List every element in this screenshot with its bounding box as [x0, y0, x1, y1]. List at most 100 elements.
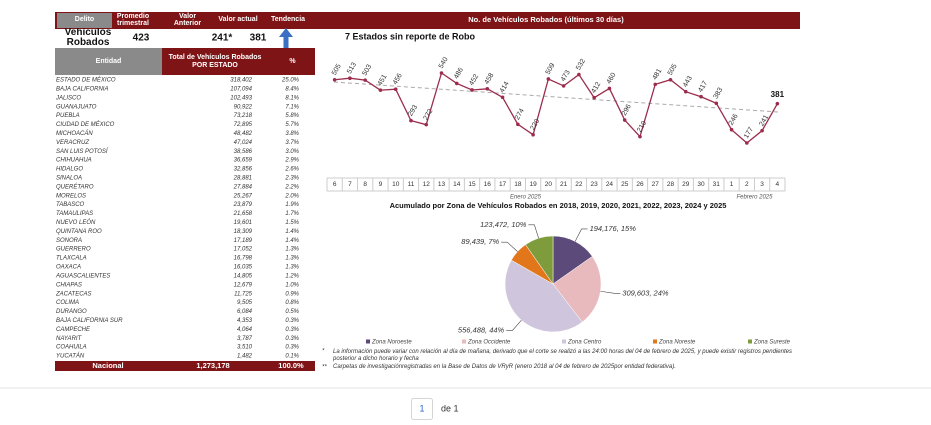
- table-total: 318,402: [230, 78, 252, 84]
- table-percent: 1.7%: [285, 211, 299, 217]
- data-label: 381: [771, 90, 785, 99]
- header-column-wrap: Valor Anterior: [165, 10, 210, 30]
- footnote-mark: *: [322, 349, 325, 355]
- header-column-wrap: Promedio trimestral: [112, 10, 154, 30]
- data-label: 417: [697, 80, 709, 94]
- arrow-shaft: [283, 36, 289, 48]
- header-column-box: Delito: [75, 16, 94, 23]
- footnote-text-box: La información puede variar con relación…: [333, 349, 792, 361]
- summary-value: 381: [250, 33, 267, 44]
- x-tick-label: 28: [667, 181, 675, 188]
- table-header-wrap: Total de Vehículos Robados POR ESTADO: [168, 48, 262, 75]
- line-point: [699, 94, 703, 99]
- table-state: ESTADO DE MÉXICO: [56, 77, 116, 84]
- x-tick-label: 18: [514, 181, 522, 188]
- pie-slice: [552, 256, 602, 323]
- table-state: TLAXCALA: [56, 256, 87, 262]
- x-tick-label: 15: [468, 181, 476, 188]
- legend-swatch: [653, 339, 657, 344]
- header-column: Promedio trimestral: [116, 12, 150, 27]
- line-point: [668, 77, 673, 82]
- line-point: [516, 122, 520, 127]
- line-point: [638, 134, 642, 139]
- table-total: 27,884: [233, 184, 253, 190]
- data-label: 309,603, 24%: [622, 288, 669, 297]
- table-percent: 0.9%: [285, 291, 299, 297]
- table-total: 107,094: [230, 86, 252, 92]
- line-series: [334, 71, 778, 144]
- table-total: 38,586: [234, 149, 253, 155]
- table-total: 17,189: [234, 238, 253, 244]
- table-total: 48,482: [234, 131, 253, 137]
- x-tick-label: 1: [730, 181, 734, 188]
- header-column-box: Valor actual: [218, 16, 258, 24]
- table-total: 14,805: [234, 273, 253, 279]
- table-total: 90,922: [234, 104, 253, 110]
- x-tick-label: 11: [408, 181, 415, 188]
- table-total: 102,493: [230, 95, 252, 101]
- header-bar: [55, 12, 800, 29]
- data-label: 123,472, 10%: [480, 220, 527, 229]
- data-label: 272: [422, 108, 434, 122]
- data-label: 412: [590, 81, 602, 95]
- table-state: NAYARIT: [56, 336, 83, 342]
- table-total: 19,601: [234, 220, 252, 226]
- line-point: [729, 127, 734, 132]
- table-state: AGUASCALIENTES: [55, 273, 110, 279]
- table-state: QUINTANA ROO: [56, 229, 102, 235]
- table-percent: 3.0%: [285, 149, 299, 155]
- table-total: 1,482: [237, 354, 253, 360]
- x-tick-label: 2: [745, 181, 749, 188]
- legend-label: Zona Occidente: [467, 340, 511, 346]
- footnote-text-box: Carpetas de investigaciónregistradas en …: [333, 364, 676, 370]
- page-button[interactable]: [411, 398, 433, 420]
- table-state: PUEBLA: [56, 113, 80, 119]
- data-label: 513: [346, 61, 358, 75]
- line-point: [775, 101, 780, 106]
- line-point: [745, 141, 749, 145]
- data-label: 458: [484, 72, 496, 86]
- table-state: HIDALGO: [56, 167, 83, 173]
- total-label: Nacional: [92, 361, 123, 370]
- data-label: 296: [621, 103, 633, 117]
- data-label: 443: [682, 75, 694, 89]
- table-state: GUANAJUATO: [56, 104, 97, 110]
- x-tick-label: 24: [606, 181, 614, 188]
- header-column: Valor actual: [218, 16, 258, 24]
- legend-swatch: [462, 339, 466, 344]
- legend-label: Zona Noroeste: [371, 340, 412, 346]
- table-state: CAMPECHE: [56, 327, 91, 333]
- x-tick-label: 7: [348, 181, 352, 188]
- table-state: TABASCO: [56, 202, 85, 208]
- header-column-box: Tendencia: [271, 16, 305, 23]
- summary-value: 241*: [212, 33, 233, 44]
- data-label: 293: [407, 104, 419, 118]
- leader-line: [506, 319, 522, 332]
- footnote-mark: **: [322, 365, 327, 371]
- table-total: 32,856: [234, 167, 253, 173]
- header-column-box: Promedio trimestral: [112, 10, 154, 30]
- line-point: [332, 77, 337, 82]
- x-tick-label: 17: [499, 181, 507, 188]
- x-tick-label: 6: [333, 181, 337, 188]
- table-percent: 2.0%: [284, 193, 299, 199]
- data-label: 505: [331, 63, 343, 77]
- data-label: 505: [667, 63, 679, 77]
- table-total: 72,895: [234, 122, 253, 128]
- table-total-bar: [55, 361, 315, 371]
- table-total: 73,218: [234, 113, 253, 119]
- table-total: 23,879: [233, 202, 253, 208]
- line-point: [454, 81, 459, 86]
- line-point: [683, 89, 688, 94]
- x-tick-label: 20: [545, 181, 553, 188]
- x-tick-label: 9: [379, 181, 383, 188]
- x-tick-label: 14: [453, 181, 461, 188]
- table-state: BAJA CALIFORNIA: [56, 86, 108, 92]
- x-tick-label: 30: [697, 181, 705, 188]
- line-point: [714, 101, 719, 106]
- legend-swatch: [562, 339, 566, 344]
- summary-label-box: Vehículos Robados: [65, 28, 112, 48]
- table-state: NUEVO LEÓN: [56, 219, 96, 226]
- data-label: 241: [758, 114, 770, 128]
